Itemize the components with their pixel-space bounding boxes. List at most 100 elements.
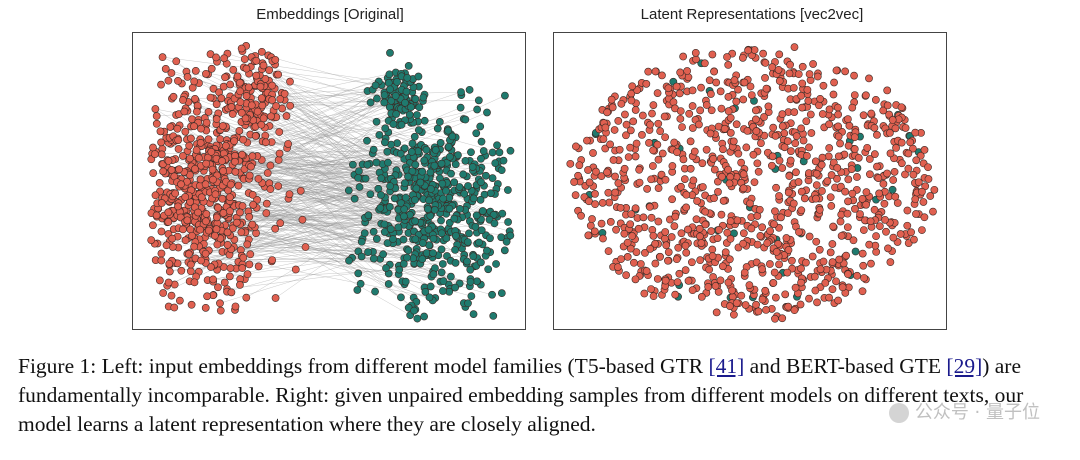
latent-gtr-point: [766, 260, 774, 268]
latent-gtr-point: [643, 184, 652, 193]
gtr-point: [275, 149, 284, 158]
latent-gtr-point: [828, 258, 837, 267]
latent-gtr-point: [611, 172, 619, 181]
gte-point: [411, 235, 420, 244]
latent-gtr-point: [798, 79, 807, 88]
latent-gtr-point: [828, 285, 837, 294]
gte-point: [353, 286, 362, 294]
latent-gtr-point: [719, 145, 727, 154]
gte-point: [410, 132, 419, 141]
gtr-point: [190, 77, 199, 86]
latent-gtr-point: [778, 164, 787, 172]
latent-gtr-point: [673, 278, 682, 286]
latent-gtr-point: [717, 210, 726, 219]
latent-gtr-point: [739, 229, 748, 238]
latent-gtr-point: [769, 123, 778, 132]
gte-point: [408, 167, 417, 176]
latent-gtr-point: [858, 195, 867, 203]
gtr-point: [206, 93, 215, 102]
latent-gtr-point: [815, 205, 824, 214]
latent-gtr-point: [812, 194, 820, 203]
latent-gtr-point: [724, 107, 733, 116]
gtr-point: [227, 288, 236, 297]
gte-point: [450, 178, 459, 187]
latent-gtr-point: [912, 156, 921, 165]
latent-gtr-point: [726, 302, 734, 311]
citation-link-29[interactable]: [29]: [946, 354, 983, 378]
gte-point: [477, 178, 485, 186]
latent-gtr-point: [627, 210, 636, 218]
latent-gtr-point: [599, 234, 607, 243]
latent-gtr-point: [754, 167, 763, 176]
latent-gtr-point: [647, 175, 655, 184]
gte-point: [423, 205, 432, 213]
gte-point: [380, 98, 389, 107]
latent-gtr-point: [612, 225, 620, 234]
gtr-point: [257, 47, 266, 56]
latent-gtr-point: [626, 244, 635, 253]
gte-point: [439, 194, 448, 203]
gtr-point: [158, 53, 167, 62]
gte-point: [426, 282, 435, 291]
gte-point: [469, 194, 478, 203]
latent-gtr-point: [688, 286, 697, 295]
gte-point: [479, 147, 488, 155]
latent-gtr-point: [768, 152, 777, 161]
latent-gtr-point: [688, 102, 697, 110]
gtr-point: [147, 236, 156, 244]
gte-point: [385, 203, 394, 211]
gte-point: [451, 246, 459, 254]
latent-gtr-point: [843, 223, 852, 232]
gtr-point: [201, 249, 210, 258]
gtr-point: [190, 122, 198, 131]
latent-gtr-point: [701, 207, 710, 216]
latent-gtr-point: [631, 152, 640, 161]
latent-gtr-point: [784, 302, 793, 311]
gtr-point: [271, 294, 280, 302]
latent-gtr-point: [818, 187, 826, 195]
latent-gtr-point: [686, 137, 695, 146]
gte-point: [430, 206, 439, 214]
latent-gtr-point: [872, 232, 880, 241]
citation-link-41[interactable]: [41]: [708, 354, 745, 378]
latent-gtr-point: [835, 255, 844, 264]
latent-gtr-point: [607, 95, 616, 104]
gte-point: [348, 160, 357, 169]
latent-gtr-point: [745, 281, 754, 289]
pairing-line: [264, 116, 452, 142]
gtr-point: [152, 211, 161, 220]
gtr-point: [282, 112, 291, 120]
gte-point: [401, 98, 409, 107]
latent-gtr-point: [924, 175, 933, 183]
latent-gtr-point: [725, 179, 734, 188]
latent-gtr-point: [726, 113, 735, 122]
latent-gtr-point: [797, 124, 806, 133]
gte-point: [413, 111, 421, 119]
latent-gtr-point: [749, 150, 758, 159]
gtr-point: [249, 200, 258, 209]
latent-gtr-point: [808, 252, 817, 261]
gte-point: [357, 252, 366, 261]
gtr-point: [156, 127, 165, 136]
gte-point: [492, 260, 500, 268]
latent-gtr-point: [841, 67, 849, 76]
latent-gtr-point: [830, 78, 838, 87]
latent-gtr-point: [782, 234, 791, 242]
latent-gtr-point: [843, 209, 852, 218]
gte-point: [455, 183, 464, 191]
latent-gtr-point: [783, 268, 792, 277]
latent-gtr-point: [686, 164, 695, 173]
latent-gtr-point: [797, 91, 806, 100]
latent-gtr-point: [866, 217, 875, 226]
latent-gtr-point: [780, 143, 789, 152]
pairing-line: [265, 78, 433, 153]
latent-gtr-point: [669, 98, 678, 107]
gtr-point: [164, 157, 173, 165]
latent-gtr-point: [816, 265, 825, 274]
latent-gtr-point: [873, 162, 881, 171]
latent-gtr-point: [680, 175, 689, 183]
latent-gtr-point: [679, 52, 688, 61]
gte-point: [389, 120, 398, 128]
gte-point: [437, 245, 446, 254]
latent-gtr-point: [718, 172, 726, 181]
